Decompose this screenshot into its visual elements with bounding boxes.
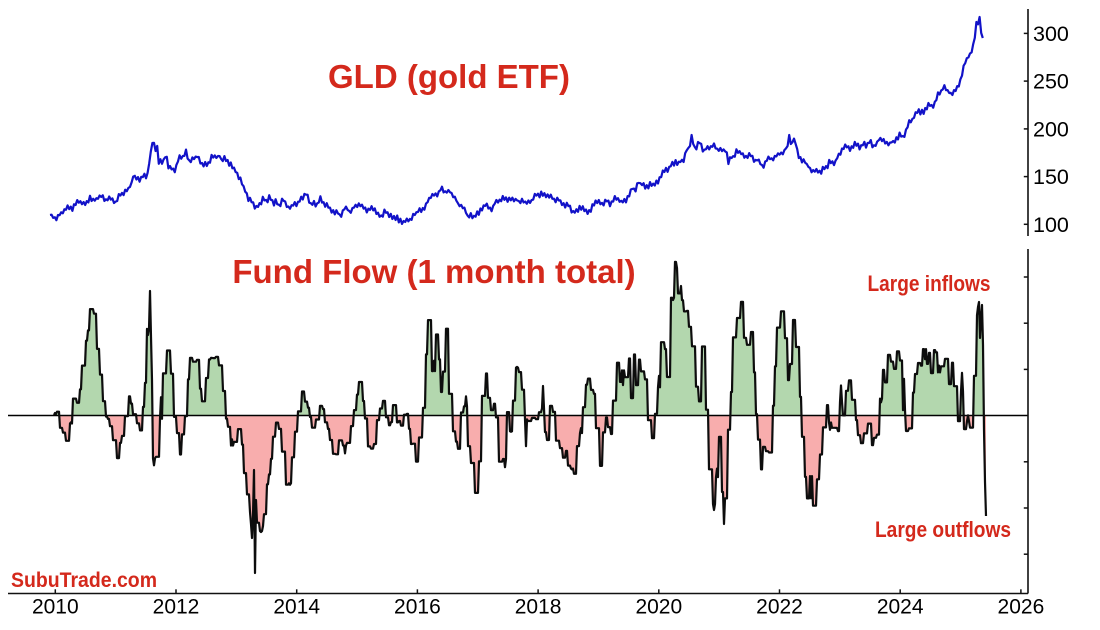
svg-text:2010: 2010 xyxy=(32,596,79,619)
svg-text:250: 250 xyxy=(1033,70,1069,94)
svg-text:2024: 2024 xyxy=(877,596,924,619)
svg-text:SubuTrade.com: SubuTrade.com xyxy=(11,569,157,592)
svg-text:2016: 2016 xyxy=(394,596,441,619)
svg-text:2020: 2020 xyxy=(635,596,682,619)
svg-text:GLD (gold ETF): GLD (gold ETF) xyxy=(328,58,570,95)
svg-text:2012: 2012 xyxy=(153,596,200,619)
svg-text:Large outflows: Large outflows xyxy=(875,517,1011,542)
svg-text:2022: 2022 xyxy=(756,596,803,619)
svg-text:Fund Flow (1 month total): Fund Flow (1 month total) xyxy=(232,253,635,290)
svg-text:2026: 2026 xyxy=(998,596,1045,619)
svg-text:Large inflows: Large inflows xyxy=(868,271,991,296)
svg-text:300: 300 xyxy=(1033,22,1069,46)
svg-text:200: 200 xyxy=(1033,117,1069,141)
svg-text:150: 150 xyxy=(1033,165,1069,189)
svg-text:100: 100 xyxy=(1033,213,1069,237)
svg-text:2018: 2018 xyxy=(515,596,562,619)
svg-text:2014: 2014 xyxy=(273,596,320,619)
